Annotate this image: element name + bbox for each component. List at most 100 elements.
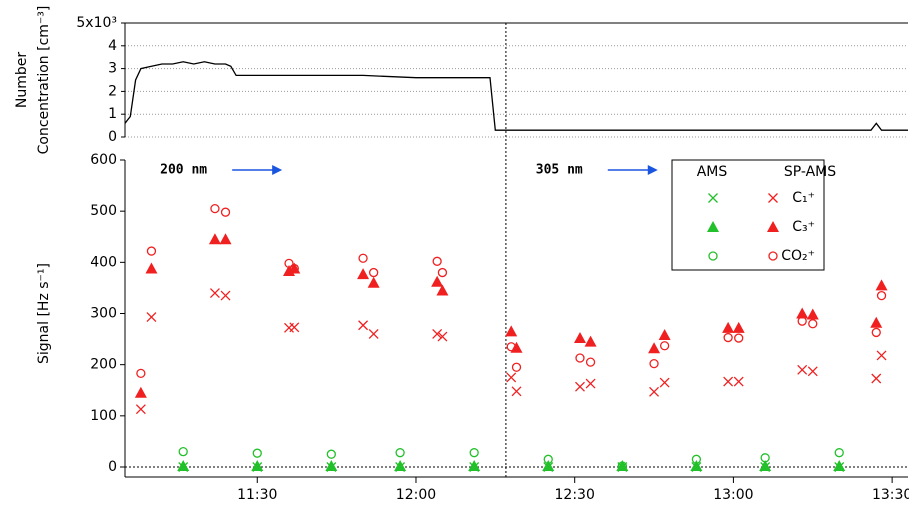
marker-triangle (394, 459, 407, 471)
marker-x (876, 350, 887, 361)
y-axis-label: Number (14, 52, 30, 108)
y-tick-label: 500 (90, 203, 117, 219)
marker-x (708, 193, 718, 203)
marker-triangle (875, 279, 888, 291)
marker-x (511, 386, 522, 397)
marker-x (575, 381, 585, 392)
legend-label: C₃⁺ (792, 219, 815, 235)
marker-triangle (759, 459, 772, 471)
marker-triangle (542, 459, 555, 471)
marker-x (871, 373, 882, 384)
marker-x (659, 377, 670, 388)
marker-x (358, 320, 369, 331)
size-annotation: 305 nm (536, 163, 583, 178)
y-tick-label: 200 (90, 357, 117, 373)
marker-x (733, 376, 744, 387)
marker-triangle (833, 459, 846, 471)
marker-circle (326, 449, 336, 459)
marker-circle (511, 362, 522, 372)
legend-column: SP-AMS (784, 164, 836, 180)
y-tick-label: 0 (108, 129, 117, 145)
marker-triangle (367, 276, 380, 288)
y-tick-label: 4 (108, 38, 117, 54)
marker-triangle (648, 342, 661, 354)
x-tick-label: 13:00 (713, 487, 753, 503)
marker-x (209, 288, 220, 298)
size-annotation: 200 nm (160, 163, 207, 178)
marker-circle (146, 246, 157, 256)
marker-triangle (357, 268, 370, 280)
marker-circle (506, 342, 516, 352)
y-axis-label: Signal [Hz s⁻¹] (36, 263, 52, 364)
marker-circle (649, 358, 659, 369)
marker-x (807, 366, 818, 377)
marker-circle (136, 368, 146, 379)
marker-circle (432, 256, 442, 266)
arrow-head (272, 165, 283, 175)
marker-triangle (658, 328, 671, 340)
arrow-head (647, 165, 658, 175)
marker-circle (220, 207, 231, 217)
marker-x (289, 322, 300, 333)
legend-label: CO₂⁺ (781, 248, 815, 264)
marker-circle (797, 316, 807, 326)
marker-circle (768, 251, 778, 261)
marker-x (506, 372, 517, 383)
marker-x (146, 312, 157, 323)
marker-x (585, 378, 596, 389)
marker-circle (178, 446, 188, 457)
y-tick-label: 100 (90, 408, 117, 424)
marker-triangle (722, 321, 735, 333)
marker-triangle (796, 307, 809, 319)
marker-x (135, 404, 146, 415)
marker-triangle (219, 233, 232, 245)
marker-x (220, 290, 231, 301)
marker-circle (437, 267, 448, 278)
y-tick-label: 2 (108, 83, 117, 99)
marker-triangle (436, 284, 449, 296)
marker-x (437, 331, 448, 342)
marker-circle (585, 357, 596, 367)
y-tick-label: 0 (108, 459, 117, 475)
marker-circle (659, 341, 670, 351)
marker-triangle (690, 459, 703, 471)
marker-x (768, 193, 778, 203)
y-tick-label: 3 (108, 61, 117, 77)
marker-x (649, 386, 660, 397)
y-tick-label: 400 (90, 254, 117, 270)
marker-triangle (134, 386, 147, 398)
marker-circle (617, 461, 627, 471)
marker-circle (289, 263, 299, 274)
marker-circle (834, 448, 844, 458)
marker-circle (369, 267, 379, 278)
marker-circle (808, 319, 818, 329)
marker-circle (469, 448, 479, 458)
marker-circle (876, 290, 887, 301)
marker-circle (723, 332, 733, 343)
y-tick-label: 600 (90, 152, 117, 168)
legend-column: AMS (697, 164, 728, 180)
marker-triangle (707, 221, 719, 232)
marker-circle (708, 251, 718, 261)
marker-triangle (806, 308, 819, 320)
marker-triangle (732, 321, 745, 333)
marker-triangle (573, 332, 586, 344)
marker-circle (691, 454, 702, 464)
marker-x (723, 376, 734, 387)
marker-triangle (431, 275, 444, 287)
marker-x (368, 329, 379, 339)
marker-circle (210, 203, 220, 214)
x-tick-label: 11:30 (237, 487, 277, 503)
marker-circle (543, 454, 553, 464)
x-tick-label: 12:30 (555, 487, 595, 503)
marker-circle (760, 453, 770, 463)
marker-circle (734, 333, 744, 343)
marker-triangle (145, 262, 158, 274)
y-tick-label: 1 (108, 106, 117, 122)
marker-triangle (325, 459, 338, 471)
marker-x (432, 329, 443, 339)
marker-triangle (208, 233, 221, 245)
concentration-line (124, 61, 908, 131)
legend-label: C₁⁺ (792, 190, 815, 206)
